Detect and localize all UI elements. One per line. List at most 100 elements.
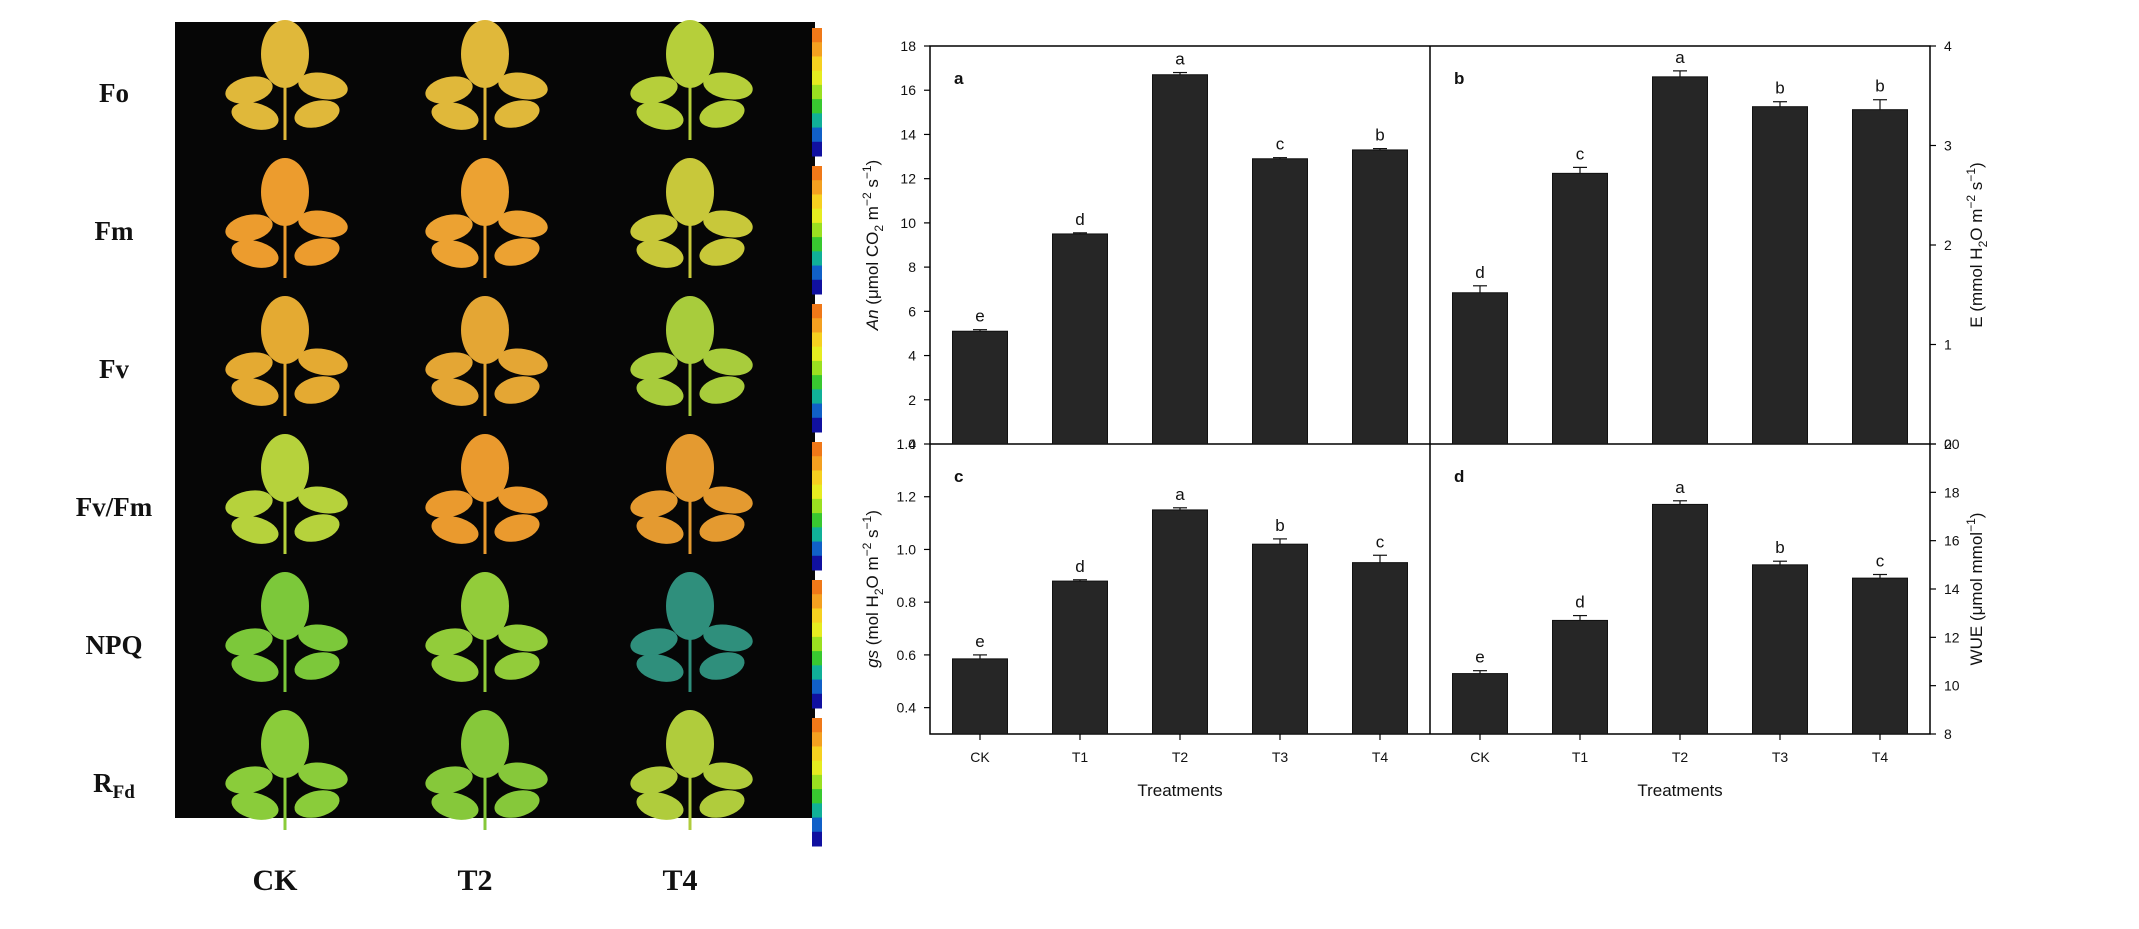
- significance-letter: e: [975, 307, 984, 326]
- leaf-image: [225, 158, 348, 278]
- significance-letter: a: [1675, 478, 1685, 497]
- colorbar-segment: [812, 541, 822, 557]
- leaflet: [225, 76, 273, 104]
- y-tick-label: 3: [1944, 138, 1952, 154]
- colorbar-segment: [812, 746, 822, 762]
- panel-label: b: [1454, 69, 1464, 88]
- y-label-superscript: −1: [860, 165, 874, 179]
- x-tick-label: T3: [1772, 749, 1789, 765]
- bar: [1352, 149, 1408, 445]
- y-tick-label: 20: [1944, 436, 1960, 452]
- bar: [1452, 292, 1508, 445]
- leaflet: [225, 214, 273, 242]
- x-tick-label: T4: [1872, 749, 1889, 765]
- leaf-image: [630, 710, 753, 830]
- leaflet: [699, 514, 745, 542]
- leaflet: [231, 516, 279, 544]
- leaflet: [225, 490, 273, 518]
- leaf-image: [225, 20, 348, 140]
- x-tick-label: T2: [1672, 749, 1689, 765]
- bar: [1752, 564, 1808, 735]
- y-axis-label: gs (mol H2O m−2 s−1): [860, 510, 886, 668]
- bar: [1452, 673, 1508, 735]
- y-label-subscript: 2: [1976, 240, 1990, 247]
- x-tick-label: T4: [1372, 749, 1389, 765]
- row-label-subscript: Fd: [113, 782, 136, 803]
- row-label-main: Fv: [99, 354, 129, 384]
- leaflet: [425, 214, 473, 242]
- y-axis-label: WUE (μmol mmol−1): [1964, 513, 1986, 666]
- leaflet: [261, 710, 309, 778]
- leaflet: [425, 76, 473, 104]
- colorbar-segment: [812, 222, 822, 238]
- colorbar-segment: [812, 527, 822, 543]
- row-label-group: Fo Fm Fv Fv/Fm NPQ RFd: [76, 78, 153, 803]
- significance-letter: c: [1276, 135, 1285, 154]
- colorbar-segment: [812, 513, 822, 528]
- y-label-part: s: [863, 179, 882, 192]
- bar: [1352, 562, 1408, 735]
- y-label-part: ): [863, 510, 882, 516]
- y-label-subscript: 2: [872, 588, 886, 595]
- colorbar-segment: [812, 127, 822, 143]
- colorbar-segment: [812, 665, 822, 681]
- leaflet: [703, 486, 753, 514]
- y-tick-label: 14: [900, 126, 916, 142]
- colorbar-segment: [812, 346, 822, 362]
- leaflet: [666, 158, 714, 226]
- x-tick-label: T1: [1572, 749, 1589, 765]
- y-tick-label: 0: [1944, 436, 1952, 452]
- column-label: T2: [457, 864, 492, 897]
- leaflet: [498, 210, 548, 238]
- panel-label: d: [1454, 467, 1464, 486]
- colorbar-segment: [812, 774, 822, 790]
- y-tick-label: 8: [1944, 726, 1952, 742]
- row-label: Fv: [99, 354, 129, 384]
- bar: [952, 330, 1008, 445]
- colorbar-segment: [812, 693, 822, 709]
- x-tick-label: T3: [1272, 749, 1289, 765]
- colorbar-segment: [812, 42, 822, 57]
- leaflet: [294, 238, 340, 266]
- bar: [1252, 543, 1308, 735]
- leaf-image: [630, 434, 753, 554]
- y-label-part: O m: [1967, 209, 1986, 241]
- leaf-image: [225, 572, 348, 692]
- leaflet: [461, 710, 509, 778]
- leaflet: [636, 378, 684, 406]
- y-tick-label: 0.4: [897, 700, 917, 716]
- colorbar-segment: [812, 651, 822, 666]
- leaflet: [261, 434, 309, 502]
- y-label-part: (mol H: [863, 595, 882, 650]
- leaflet: [703, 210, 753, 238]
- significance-letter: b: [1775, 79, 1784, 98]
- bar: [1652, 503, 1708, 735]
- leaf-image-background: [175, 22, 815, 818]
- panel-label: c: [954, 467, 963, 486]
- leaf-image: [425, 20, 548, 140]
- leaflet: [636, 102, 684, 130]
- leaflet: [636, 792, 684, 820]
- significance-letter: d: [1575, 593, 1584, 612]
- significance-letter: a: [1675, 48, 1685, 67]
- y-label-part: s: [863, 529, 882, 542]
- y-label-superscript: −2: [860, 192, 874, 206]
- y-label-superscript: −2: [1964, 195, 1978, 209]
- row-label: Fm: [95, 216, 134, 246]
- leaflet: [225, 628, 273, 656]
- leaflet: [431, 102, 479, 130]
- significance-letter: e: [975, 632, 984, 651]
- y-tick-label: 6: [908, 303, 916, 319]
- leaflet: [666, 572, 714, 640]
- leaflet: [425, 490, 473, 518]
- leaflet: [636, 240, 684, 268]
- leaf-image: [630, 296, 753, 416]
- row-label-main: NPQ: [86, 630, 143, 660]
- significance-letter: b: [1275, 516, 1284, 535]
- leaf-image: [425, 434, 548, 554]
- leaflet: [498, 762, 548, 790]
- leaflet: [498, 348, 548, 376]
- row-label: RFd: [93, 768, 135, 803]
- leaflet: [494, 790, 540, 818]
